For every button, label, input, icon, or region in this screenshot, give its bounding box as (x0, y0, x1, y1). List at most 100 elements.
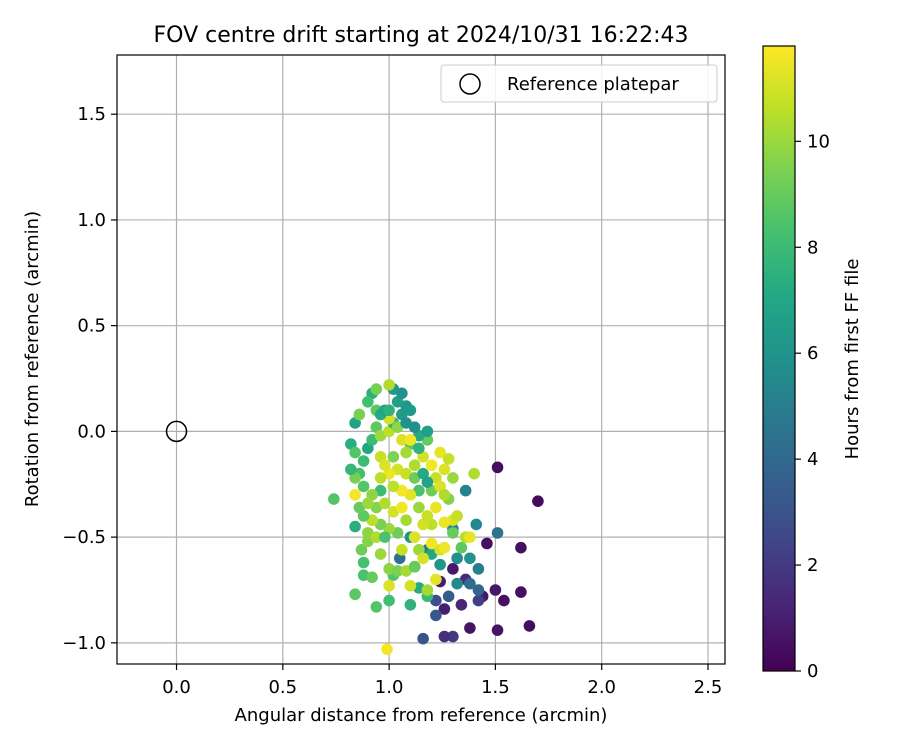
scatter-point (379, 497, 391, 510)
scatter-point (472, 594, 485, 607)
scatter-point (408, 459, 421, 472)
plot-frame (116, 54, 726, 665)
x-tick-label: 2.5 (694, 677, 723, 698)
scatter-point (349, 520, 361, 533)
y-tick-label: 1.0 (77, 210, 106, 231)
scatter-point (400, 446, 412, 459)
colorbar: 0 2 4 6 8 10 Hours from first FF file (762, 45, 863, 682)
scatter-point (464, 552, 476, 565)
scatter-point (357, 455, 370, 467)
scatter-point (532, 495, 544, 507)
legend-entry-label: Reference platepar (507, 74, 679, 95)
scatter-point (421, 425, 434, 438)
scatter-point (491, 461, 504, 474)
x-tick-label: 1.5 (481, 677, 510, 698)
scatter-point (515, 541, 527, 554)
scatter-point (408, 531, 421, 543)
scatter-point (404, 434, 417, 446)
scatter-point (362, 497, 374, 510)
y-tick-label: 0.5 (77, 316, 106, 337)
colorbar-tick-label: 10 (807, 131, 830, 152)
scatter-point (396, 544, 408, 556)
scatter-point (464, 577, 476, 590)
reference-platepar-point (165, 420, 188, 443)
scatter-point (408, 560, 421, 573)
legend-box (440, 64, 718, 103)
scatter-point (498, 594, 510, 607)
scatter-point (400, 514, 412, 527)
scatter-point (468, 467, 480, 480)
legend-circle-icon (459, 73, 481, 95)
scatter-point (421, 476, 434, 488)
scatter-point (438, 541, 451, 554)
scatter-point (370, 601, 383, 613)
scatter-point (421, 584, 434, 596)
scatter-point (413, 442, 425, 455)
x-axis-ticks: 0.0 0.5 1.0 1.5 2.0 2.5 (162, 664, 722, 698)
scatter-point (370, 383, 383, 395)
x-tick-label: 2.0 (587, 677, 616, 698)
scatter-point (383, 594, 395, 607)
scatter-point (404, 579, 417, 592)
scatter-point (379, 459, 391, 472)
y-tick-label: 1.5 (77, 104, 106, 125)
scatter-point (447, 527, 459, 539)
y-tick-label: −0.5 (62, 527, 106, 548)
scatter-point (374, 548, 387, 560)
scatter-point (470, 518, 483, 531)
scatter-point (442, 453, 455, 465)
scatter-point (430, 573, 442, 586)
scatter-point (430, 501, 442, 514)
colorbar-tick-label: 2 (807, 555, 818, 576)
y-axis-ticks: −1.0 −0.5 0.0 0.5 1.0 1.5 (62, 104, 117, 654)
scatter-point (451, 552, 463, 565)
colorbar-gradient (762, 45, 796, 672)
scatter-point (425, 459, 438, 472)
y-axis-label: Rotation from reference (arcmin) (22, 211, 43, 507)
scatter-point (438, 516, 451, 529)
scatter-point (491, 527, 504, 539)
scatter-point (515, 586, 527, 598)
reference-marker (165, 420, 188, 443)
scatter-point (357, 480, 370, 493)
scatter-point (383, 579, 395, 592)
scatter-point (472, 563, 485, 575)
scatter-point (451, 577, 463, 590)
scatter-point (353, 408, 366, 421)
scatter-point (366, 571, 378, 584)
scatter-point (438, 630, 451, 643)
colorbar-tick-label: 8 (807, 237, 818, 258)
scatter-point (357, 556, 370, 569)
scatter-point (417, 552, 429, 565)
x-tick-label: 0.5 (268, 677, 297, 698)
scatter-point (381, 643, 393, 655)
legend: Reference platepar (440, 64, 718, 103)
colorbar-label: Hours from first FF file (842, 259, 863, 460)
scatter-point (434, 446, 446, 459)
colorbar-tick-label: 4 (807, 449, 818, 470)
scatter-point (404, 598, 417, 611)
scatter-point (447, 630, 459, 643)
scatter-point (447, 563, 459, 575)
scatter-point (362, 395, 374, 408)
scatter-point (396, 501, 408, 514)
scatter-point (379, 531, 391, 543)
y-tick-label: 0.0 (77, 421, 106, 442)
scatter-point (442, 590, 455, 603)
grid-lines (117, 55, 725, 664)
scatter-point (491, 624, 504, 636)
scatter-point (387, 450, 400, 463)
scatter-point (404, 404, 417, 417)
scatter-point (421, 510, 434, 522)
colorbar-tick-label: 0 (807, 661, 818, 682)
colorbar-tick-label: 6 (807, 343, 818, 364)
scatter-point (438, 489, 451, 501)
scatter-point (430, 609, 442, 622)
x-tick-label: 0.0 (162, 677, 191, 698)
scatter-point (455, 541, 468, 554)
scatter-point (481, 537, 493, 550)
x-axis-label: Angular distance from reference (arcmin) (235, 705, 608, 726)
scatter-point (349, 588, 361, 601)
scatter-point (438, 463, 451, 476)
